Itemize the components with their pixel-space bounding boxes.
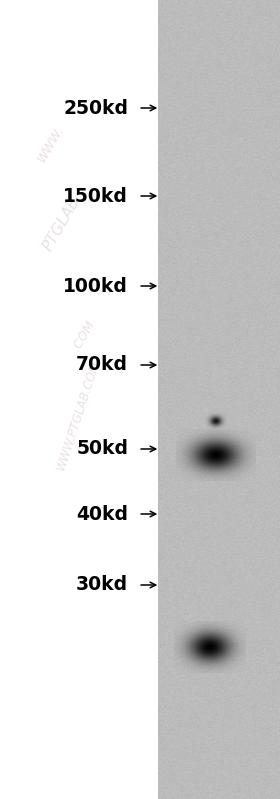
Text: 50kd: 50kd — [76, 439, 128, 459]
Text: 150kd: 150kd — [63, 186, 128, 205]
Text: 250kd: 250kd — [63, 98, 128, 117]
Text: WWW.: WWW. — [35, 123, 66, 165]
Text: WWW.PTGLAB.COM: WWW.PTGLAB.COM — [55, 359, 102, 472]
Text: .COM: .COM — [70, 318, 98, 353]
Text: PTGLAB: PTGLAB — [40, 194, 83, 253]
Text: 40kd: 40kd — [76, 504, 128, 523]
Text: 70kd: 70kd — [76, 356, 128, 375]
Text: 100kd: 100kd — [63, 276, 128, 296]
Text: 30kd: 30kd — [76, 575, 128, 594]
